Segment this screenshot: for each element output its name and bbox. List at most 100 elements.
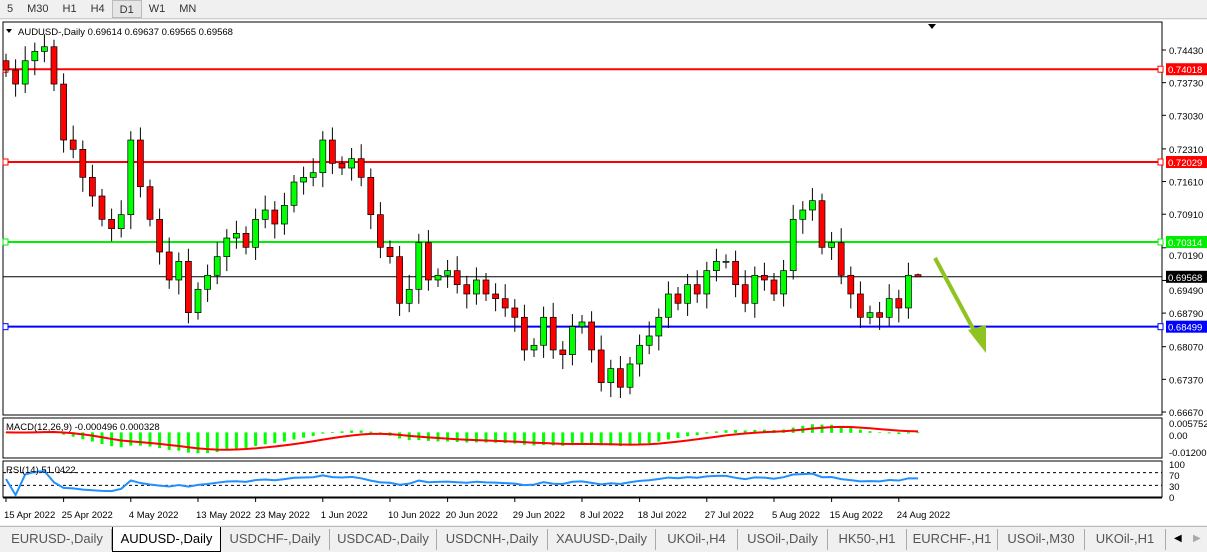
candle-body [50,46,58,85]
candle-body [434,274,442,281]
tab-xauusd-daily[interactable]: XAUUSD-,Daily [548,529,656,550]
macd-histogram-bar [705,432,709,434]
level-price-tag [1166,63,1207,76]
time-axis-label: 18 Jul 2022 [638,510,687,521]
macd-histogram-bar [263,432,267,445]
macd-histogram-bar [618,432,622,447]
time-axis-label: 15 Apr 2022 [4,510,55,521]
macd-histogram-bar [196,432,200,454]
level-handle[interactable] [1157,65,1164,73]
candle-body [348,158,355,169]
macd-histogram-bar [887,432,891,434]
tab-usoil-m30[interactable]: USOil-,M30 [998,529,1085,550]
candle-body [607,368,615,383]
macd-histogram-bar [878,432,882,433]
macd-histogram-bar [753,429,757,433]
tab-usdcnh-daily[interactable]: USDCNH-,Daily [437,529,548,550]
candle-body [319,139,327,174]
time-axis-label: 5 Aug 2022 [772,510,820,521]
timeframe-D1[interactable]: D1 [111,0,142,18]
tab-ukoil-h4[interactable]: UKOil-,H4 [656,529,738,550]
candle-body [31,51,39,62]
macd-histogram-bar [254,432,258,447]
time-axis-label: 13 May 2022 [196,510,251,521]
candle-body [473,279,480,295]
macd-histogram-bar [446,432,450,442]
macd-histogram-bar [177,432,181,451]
candle-body [41,46,48,52]
tab-usdchf-daily[interactable]: USDCHF-,Daily [221,529,330,550]
rsi-panel [2,460,1163,498]
chart-shift-marker-icon[interactable] [928,24,936,29]
candle-body [204,274,211,290]
candle-body [396,256,403,304]
price-axis-label: 0.74430 [1169,46,1203,57]
timeframe-MN[interactable]: MN [179,3,197,15]
candle-body [252,218,259,248]
tab-audusd-daily[interactable]: AUDUSD-,Daily [112,527,221,552]
level-handle[interactable] [1157,158,1164,166]
tab-usdcad-daily[interactable]: USDCAD-,Daily [330,529,437,550]
macd-histogram-bar [858,429,862,433]
macd-histogram-bar [494,432,498,443]
tab-usoil-daily[interactable]: USOil-,Daily [738,529,828,550]
candle-body [597,349,605,383]
level-handle[interactable] [1157,323,1164,331]
tab-scroll-left-icon[interactable]: ◀ [1174,533,1182,544]
macd-histogram-bar [628,432,632,446]
macd-histogram-bar [513,432,517,444]
macd-signal-line [5,425,919,451]
candle-body [69,139,77,150]
macd-histogram-bar [273,432,277,444]
candle-body [549,316,557,351]
level-handle[interactable] [2,158,9,166]
current-price-tag [1166,270,1207,283]
candle-body [357,158,365,178]
candle-body [655,316,663,337]
price-panel [2,21,1163,416]
chart-canvas[interactable]: AUDUSD-,Daily 0.69614 0.69637 0.69565 0.… [0,20,1207,525]
macd-histogram-bar [167,432,171,450]
price-axis-label: 0.73030 [1169,111,1203,122]
rsi-axis-label: 100 [1169,460,1185,471]
candle-body [89,177,96,197]
timeframe-H4[interactable]: H4 [90,3,105,15]
tab-eurchf-h1[interactable]: EURCHF-,H1 [907,529,998,550]
level-handle[interactable] [2,323,9,331]
candle-body [617,368,624,388]
macd-histogram-bar [503,432,507,444]
tab-eurusd-daily[interactable]: EURUSD-,Daily [3,529,112,550]
level-handle[interactable] [1157,238,1164,246]
timeframe-H1[interactable]: H1 [62,3,77,15]
macd-histogram-bar [234,432,238,449]
timeframe-5[interactable]: 5 [7,3,14,15]
macd-histogram-bar [609,432,613,446]
macd-histogram-bar [282,432,286,442]
timeframe-W1[interactable]: W1 [148,3,166,15]
candle-body [780,270,787,295]
macd-histogram-bar [455,432,459,442]
level-price-tag [1166,236,1207,249]
candle-body [165,251,173,281]
macd-axis-label: 0.00 [1169,431,1188,442]
timeframe-M30[interactable]: M30 [27,3,49,15]
candle-body [530,344,538,351]
candle-body [521,316,528,351]
chart-window[interactable]: AUDUSD-,Daily 0.69614 0.69637 0.69565 0.… [0,20,1207,525]
level-price-label: 0.68499 [1168,323,1202,334]
tab-hk50-h1[interactable]: HK50-,H1 [828,529,907,550]
macd-label: MACD(12,26,9) -0.000496 0.000328 [6,422,160,433]
level-price-tag [1166,320,1207,333]
time-axis-label: 8 Jul 2022 [580,510,624,521]
candle-body [732,260,739,285]
candle-body [2,60,10,71]
price-axis-label: 0.70910 [1169,210,1203,221]
collapse-triangle-icon[interactable] [6,29,12,33]
tab-ukoil-h1[interactable]: UKOil-,H1 [1085,529,1166,550]
candle-body [895,298,903,309]
level-price-tag [1166,156,1207,169]
macd-histogram-bar [666,432,670,440]
level-handle[interactable] [2,238,9,246]
tab-scroll-right-icon[interactable]: ▶ [1193,533,1201,544]
candle-body [665,293,672,318]
